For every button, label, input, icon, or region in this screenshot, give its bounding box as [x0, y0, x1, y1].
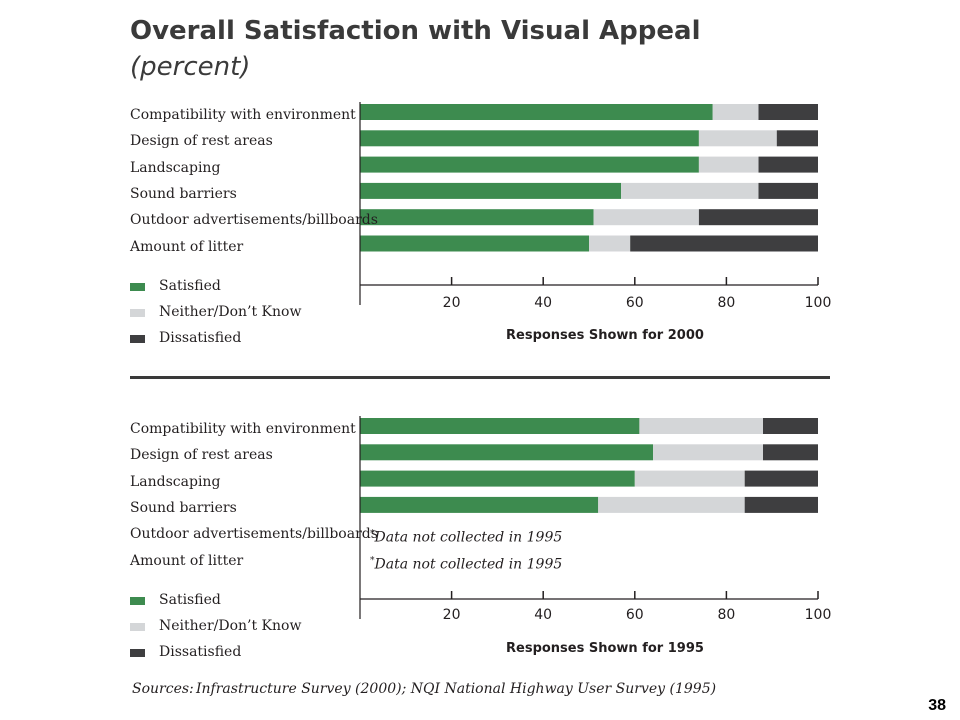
category-label-compatibility-with-environment: Compatibility with environment [130, 421, 356, 437]
bar-compatibility-with-environment-neither-don-t-know [712, 104, 759, 120]
bar-sound-barriers-dissatisfied [758, 182, 818, 199]
bar-design-of-rest-areas-neither-don-t-know [698, 130, 777, 147]
legend-label: Satisfied [159, 592, 221, 608]
category-label-amount-of-litter: Amount of litter [130, 552, 244, 569]
category-label-sound-barriers: Sound barriers [130, 185, 237, 202]
no-data-note: *Data not collected in 1995 [370, 525, 562, 547]
x-tick-label-60: 60 [625, 607, 644, 623]
legend-label: Satisfied [159, 278, 221, 294]
category-label-outdoor-advertisements-billboards: Outdoor advertisements/billboards [130, 212, 378, 229]
bar-compatibility-with-environment-dissatisfied [763, 418, 818, 434]
x-tick-label-40: 40 [534, 607, 553, 623]
bar-outdoor-advertisements-billboards-neither-don-t-know [593, 209, 699, 226]
x-tick-label-100: 100 [804, 295, 832, 311]
category-label-landscaping: Landscaping [130, 159, 221, 176]
page-number: 38 [928, 697, 946, 714]
note-marker: * [370, 555, 375, 566]
legend-swatch [130, 623, 145, 631]
bar-design-of-rest-areas-satisfied [360, 444, 654, 461]
x-tick-label-40: 40 [534, 295, 553, 311]
bar-landscaping-dissatisfied [744, 470, 818, 487]
legend-swatch [130, 335, 145, 343]
x-axis-caption: Responses Shown for 1995 [506, 641, 704, 656]
legend-label: Dissatisfied [159, 330, 242, 346]
legend-swatch [130, 309, 145, 317]
bar-design-of-rest-areas-neither-don-t-know [653, 444, 763, 461]
legend-swatch [130, 649, 145, 657]
category-label-amount-of-litter: Amount of litter [130, 238, 244, 255]
bar-amount-of-litter-satisfied [360, 235, 589, 252]
bar-landscaping-satisfied [360, 470, 635, 487]
bar-compatibility-with-environment-satisfied [360, 104, 713, 120]
category-label-landscaping: Landscaping [130, 473, 221, 490]
bar-amount-of-litter-neither-don-t-know [589, 235, 631, 252]
bar-outdoor-advertisements-billboards-satisfied [360, 209, 594, 226]
bar-landscaping-neither-don-t-know [634, 470, 745, 487]
x-tick-label-60: 60 [625, 295, 644, 311]
bar-sound-barriers-dissatisfied [744, 496, 818, 513]
bar-compatibility-with-environment-neither-don-t-know [639, 418, 764, 434]
bar-landscaping-neither-don-t-know [698, 156, 759, 173]
sources-label: Sources: [132, 681, 194, 697]
note-marker: * [370, 529, 375, 540]
category-label-design-of-rest-areas: Design of rest areas [130, 133, 273, 150]
note-text: Data not collected in 1995 [374, 556, 563, 573]
legend-swatch [130, 283, 145, 291]
x-tick-label-20: 20 [442, 607, 461, 623]
bar-sound-barriers-neither-don-t-know [598, 496, 745, 513]
x-tick-label-100: 100 [804, 607, 832, 623]
sources-text: Infrastructure Survey (2000); NQI Nation… [196, 681, 717, 697]
category-label-design-of-rest-areas: Design of rest areas [130, 447, 273, 464]
category-label-outdoor-advertisements-billboards: Outdoor advertisements/billboards [130, 526, 378, 543]
category-label-sound-barriers: Sound barriers [130, 499, 237, 516]
bar-compatibility-with-environment-satisfied [360, 418, 640, 434]
bar-design-of-rest-areas-dissatisfied [763, 444, 818, 461]
x-axis-caption: Responses Shown for 2000 [506, 328, 704, 343]
legend-label: Neither/Don’t Know [159, 304, 302, 320]
category-label-compatibility-with-environment: Compatibility with environment [130, 107, 356, 123]
x-tick-label-20: 20 [442, 295, 461, 311]
chart-title: Overall Satisfaction with Visual Appeal [130, 16, 701, 46]
x-tick-label-80: 80 [717, 295, 736, 311]
bar-landscaping-dissatisfied [758, 156, 818, 173]
chart-subtitle: (percent) [130, 52, 251, 82]
bar-sound-barriers-satisfied [360, 182, 622, 199]
legend-swatch [130, 597, 145, 605]
legend-label: Neither/Don’t Know [159, 618, 302, 634]
section-divider [130, 376, 830, 379]
legend-label: Dissatisfied [159, 644, 242, 660]
no-data-note: *Data not collected in 1995 [370, 552, 562, 574]
x-tick-label-80: 80 [717, 607, 736, 623]
bar-landscaping-satisfied [360, 156, 699, 173]
bar-sound-barriers-satisfied [360, 496, 599, 513]
bar-sound-barriers-neither-don-t-know [621, 182, 759, 199]
bar-compatibility-with-environment-dissatisfied [758, 104, 818, 120]
bar-design-of-rest-areas-dissatisfied [776, 130, 818, 147]
sources-line: Sources: Infrastructure Survey (2000); NQ… [132, 681, 716, 697]
bar-design-of-rest-areas-satisfied [360, 130, 699, 147]
bar-amount-of-litter-dissatisfied [630, 235, 818, 252]
note-text: Data not collected in 1995 [374, 529, 563, 546]
bar-outdoor-advertisements-billboards-dissatisfied [698, 209, 818, 226]
